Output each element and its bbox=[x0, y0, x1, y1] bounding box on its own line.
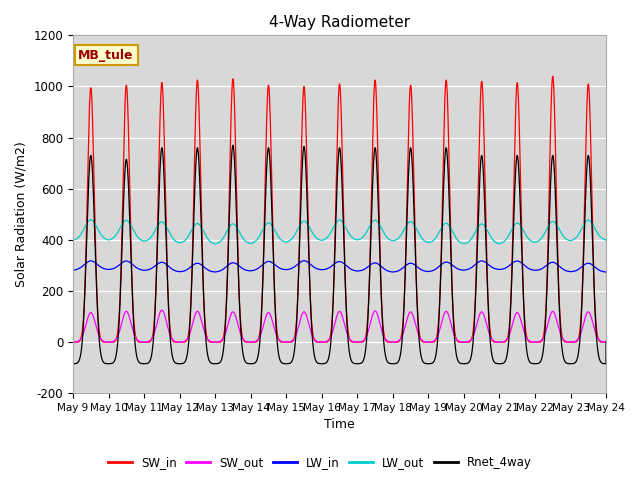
SW_in bbox=[549, 73, 557, 79]
X-axis label: Time: Time bbox=[324, 419, 355, 432]
Title: 4-Way Radiometer: 4-Way Radiometer bbox=[269, 15, 410, 30]
SW_out bbox=[158, 307, 166, 313]
Rnet_4way bbox=[459, 361, 467, 367]
Legend: SW_in, SW_out, LW_in, LW_out, Rnet_4way: SW_in, SW_out, LW_in, LW_out, Rnet_4way bbox=[103, 452, 537, 474]
Rnet_4way bbox=[321, 360, 329, 366]
LW_out bbox=[250, 239, 258, 245]
LW_in bbox=[602, 269, 610, 275]
SW_in bbox=[69, 339, 77, 345]
SW_out bbox=[459, 339, 467, 345]
Rnet_4way bbox=[474, 229, 482, 235]
LW_out bbox=[211, 241, 219, 247]
Line: LW_in: LW_in bbox=[73, 261, 606, 272]
SW_out bbox=[321, 339, 329, 345]
SW_in bbox=[321, 339, 329, 345]
Rnet_4way bbox=[602, 339, 610, 345]
LW_in bbox=[459, 267, 467, 273]
Rnet_4way bbox=[229, 143, 237, 148]
LW_in bbox=[250, 267, 258, 273]
LW_in bbox=[321, 266, 329, 272]
LW_out bbox=[573, 233, 581, 239]
SW_in bbox=[580, 237, 588, 242]
LW_out bbox=[459, 240, 467, 246]
SW_in bbox=[573, 338, 581, 344]
SW_out bbox=[573, 337, 581, 343]
LW_in bbox=[300, 258, 308, 264]
SW_in bbox=[474, 211, 481, 216]
SW_out bbox=[474, 318, 481, 324]
Rnet_4way bbox=[105, 361, 113, 367]
SW_out bbox=[250, 339, 258, 345]
LW_in bbox=[573, 267, 581, 273]
Line: SW_in: SW_in bbox=[73, 76, 606, 342]
Text: MB_tule: MB_tule bbox=[78, 48, 134, 61]
Line: Rnet_4way: Rnet_4way bbox=[73, 145, 606, 364]
LW_out bbox=[87, 217, 95, 223]
SW_in bbox=[459, 339, 467, 345]
LW_out bbox=[580, 222, 588, 228]
LW_out bbox=[321, 236, 329, 242]
SW_in bbox=[250, 339, 258, 345]
SW_out bbox=[602, 339, 610, 345]
SW_out bbox=[580, 320, 588, 326]
LW_in bbox=[474, 260, 481, 265]
SW_out bbox=[69, 339, 77, 345]
Rnet_4way bbox=[250, 360, 258, 366]
LW_out bbox=[474, 225, 482, 230]
Line: LW_out: LW_out bbox=[73, 220, 606, 244]
LW_in bbox=[69, 267, 77, 273]
Rnet_4way bbox=[580, 249, 588, 255]
Line: SW_out: SW_out bbox=[73, 310, 606, 342]
Rnet_4way bbox=[573, 356, 581, 362]
LW_out bbox=[602, 238, 610, 243]
SW_in bbox=[602, 339, 610, 345]
Rnet_4way bbox=[69, 361, 77, 367]
LW_in bbox=[580, 263, 588, 268]
Y-axis label: Solar Radiation (W/m2): Solar Radiation (W/m2) bbox=[15, 141, 28, 287]
LW_out bbox=[69, 237, 77, 243]
